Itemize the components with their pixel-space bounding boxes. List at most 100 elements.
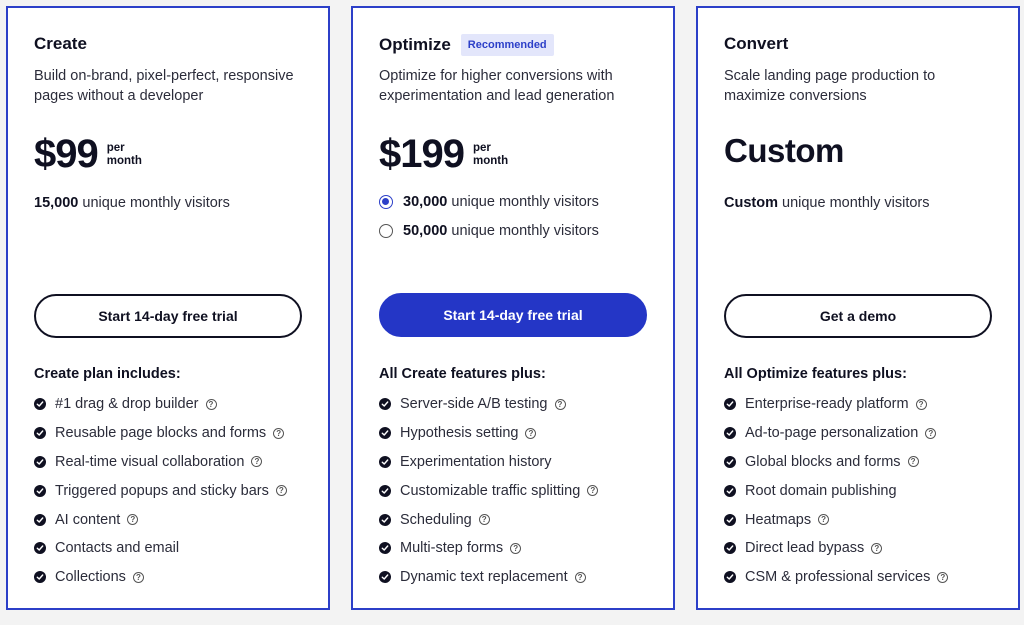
- feature-item: Collections?: [34, 563, 302, 592]
- help-icon[interactable]: ?: [925, 427, 937, 439]
- help-icon[interactable]: ?: [127, 514, 139, 526]
- recommended-badge: Recommended: [460, 34, 554, 56]
- help-icon[interactable]: ?: [132, 571, 144, 583]
- feature-item: Direct lead bypass?: [724, 534, 992, 563]
- help-icon[interactable]: ?: [818, 514, 830, 526]
- feature-list: Server-side A/B testing? Hypothesis setti…: [379, 390, 647, 592]
- plan-description: Build on-brand, pixel-perfect, responsiv…: [34, 68, 294, 104]
- help-icon[interactable]: ?: [937, 571, 949, 583]
- feature-item: AI content?: [34, 505, 302, 534]
- feature-label: Scheduling: [400, 511, 472, 528]
- visitors-option-30000[interactable]: 30,000 unique monthly visitors: [379, 194, 599, 210]
- feature-label: Direct lead bypass: [745, 540, 865, 557]
- feature-item: Hypothesis setting?: [379, 419, 647, 448]
- radio-button[interactable]: [379, 224, 393, 238]
- checkmark-icon: [34, 542, 46, 555]
- feature-label: Multi-step forms: [400, 540, 504, 557]
- help-icon[interactable]: ?: [871, 542, 883, 554]
- checkmark-icon: [724, 455, 736, 468]
- feature-label: Reusable page blocks and forms: [55, 425, 267, 442]
- plan-header: Optimize Recommended: [379, 34, 554, 56]
- checkmark-icon: [379, 398, 391, 411]
- help-icon[interactable]: ?: [205, 398, 217, 410]
- checkmark-icon: [34, 513, 46, 526]
- plan-header: Create: [34, 34, 87, 54]
- feature-item: Triggered popups and sticky bars?: [34, 476, 302, 505]
- checkmark-icon: [34, 398, 46, 411]
- feature-label: AI content: [55, 511, 121, 528]
- checkmark-icon: [724, 398, 736, 411]
- plan-price: $99 per month: [34, 132, 142, 177]
- checkmark-icon: [724, 427, 736, 440]
- feature-label: Global blocks and forms: [745, 453, 901, 470]
- help-icon[interactable]: ?: [510, 542, 522, 554]
- feature-item: Global blocks and forms?: [724, 448, 992, 477]
- checkmark-icon: [379, 484, 391, 497]
- checkmark-icon: [379, 427, 391, 440]
- plan-title: Optimize: [379, 35, 451, 54]
- features-title: All Create features plus:: [379, 366, 546, 382]
- help-icon[interactable]: ?: [275, 485, 287, 497]
- feature-label: Server-side A/B testing: [400, 396, 548, 413]
- feature-item: Dynamic text replacement?: [379, 563, 647, 592]
- features-title: All Optimize features plus:: [724, 366, 907, 382]
- visitors-label: 15,000 unique monthly visitors: [34, 195, 230, 211]
- help-icon[interactable]: ?: [251, 456, 263, 468]
- visitors-count: Custom: [724, 195, 778, 211]
- feature-item: Server-side A/B testing?: [379, 390, 647, 419]
- plan-description: Optimize for higher conversions with exp…: [379, 68, 615, 104]
- feature-item: Multi-step forms?: [379, 534, 647, 563]
- start-trial-button[interactable]: Start 14-day free trial: [34, 294, 302, 338]
- feature-label: Experimentation history: [400, 453, 552, 470]
- feature-list: Enterprise-ready platform? Ad-to-page per…: [724, 390, 992, 592]
- help-icon[interactable]: ?: [525, 427, 537, 439]
- plan-description: Scale landing page production to maximiz…: [724, 68, 936, 104]
- visitors-option-50000[interactable]: 50,000 unique monthly visitors: [379, 223, 599, 239]
- visitors-label: Custom unique monthly visitors: [724, 195, 930, 211]
- help-icon[interactable]: ?: [273, 427, 285, 439]
- price-amount: $99: [34, 132, 99, 176]
- feature-item: Enterprise-ready platform?: [724, 390, 992, 419]
- help-icon[interactable]: ?: [574, 571, 586, 583]
- price-amount: $199: [379, 132, 465, 176]
- help-icon[interactable]: ?: [587, 485, 599, 497]
- feature-label: Hypothesis setting: [400, 425, 519, 442]
- feature-item: Experimentation history: [379, 448, 647, 477]
- feature-label: Enterprise-ready platform: [745, 396, 909, 413]
- radio-button[interactable]: [379, 195, 393, 209]
- checkmark-icon: [724, 513, 736, 526]
- feature-item: Heatmaps?: [724, 505, 992, 534]
- plan-card-create: Create Build on-brand, pixel-perfect, re…: [6, 6, 330, 610]
- feature-list: #1 drag & drop builder? Reusable page blo…: [34, 390, 302, 592]
- feature-label: Real-time visual collaboration: [55, 453, 245, 470]
- feature-item: Real-time visual collaboration?: [34, 448, 302, 477]
- help-icon[interactable]: ?: [915, 398, 927, 410]
- help-icon[interactable]: ?: [478, 514, 490, 526]
- checkmark-icon: [34, 427, 46, 440]
- feature-label: Contacts and email: [55, 540, 180, 557]
- feature-item: Ad-to-page personalization?: [724, 419, 992, 448]
- start-trial-button[interactable]: Start 14-day free trial: [379, 293, 647, 337]
- price-amount: Custom: [724, 132, 844, 169]
- feature-item: Root domain publishing: [724, 476, 992, 505]
- price-unit: per month: [472, 141, 509, 167]
- plan-price: $199 per month: [379, 132, 508, 177]
- plan-title: Convert: [724, 34, 789, 53]
- help-icon[interactable]: ?: [554, 398, 566, 410]
- feature-label: Triggered popups and sticky bars: [55, 482, 269, 499]
- feature-item: #1 drag & drop builder?: [34, 390, 302, 419]
- feature-item: Reusable page blocks and forms?: [34, 419, 302, 448]
- get-demo-button[interactable]: Get a demo: [724, 294, 992, 338]
- feature-item: Contacts and email: [34, 534, 302, 563]
- checkmark-icon: [379, 542, 391, 555]
- feature-item: CSM & professional services?: [724, 563, 992, 592]
- checkmark-icon: [34, 484, 46, 497]
- price-unit: per month: [106, 141, 142, 167]
- feature-label: Ad-to-page personalization: [745, 425, 919, 442]
- checkmark-icon: [724, 484, 736, 497]
- plan-card-convert: Convert Scale landing page production to…: [696, 6, 1020, 610]
- plan-price: Custom: [724, 132, 844, 170]
- help-icon[interactable]: ?: [907, 456, 919, 468]
- feature-label: Collections: [55, 569, 126, 586]
- checkmark-icon: [379, 513, 391, 526]
